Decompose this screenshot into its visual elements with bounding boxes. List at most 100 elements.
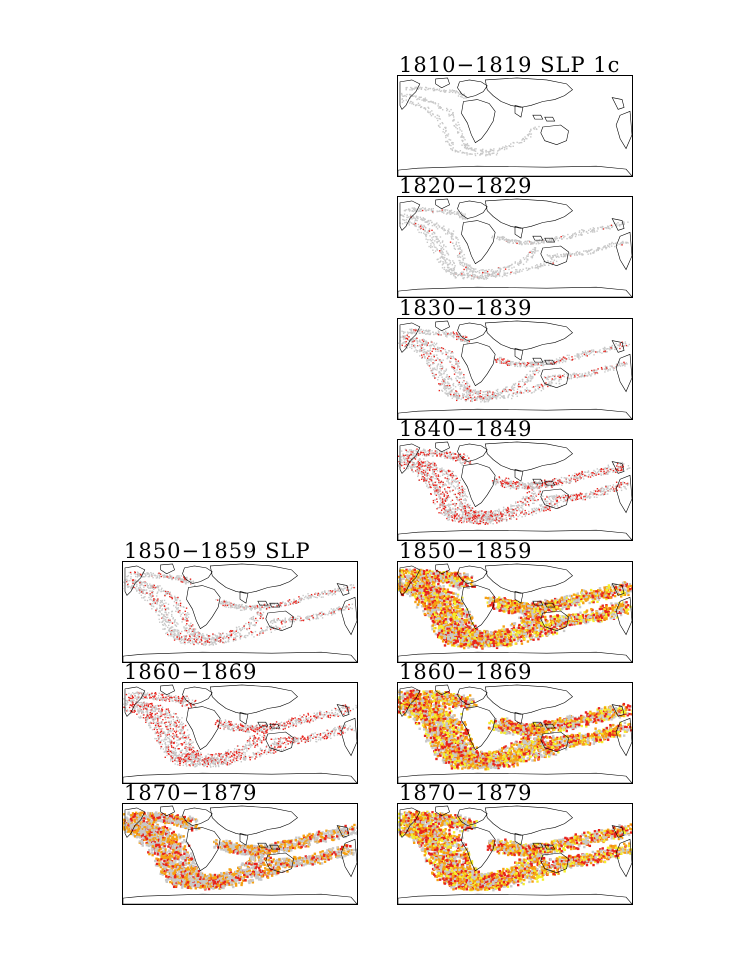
observation-dot bbox=[225, 753, 228, 756]
observation-dot bbox=[240, 604, 242, 606]
observation-dot bbox=[135, 585, 138, 588]
observation-dot bbox=[161, 728, 164, 730]
observation-dot bbox=[193, 763, 195, 766]
observation-dot bbox=[150, 824, 154, 828]
observation-dot bbox=[261, 750, 263, 752]
observation-dot bbox=[234, 607, 236, 609]
observation-dot bbox=[223, 726, 226, 728]
observation-dot bbox=[168, 628, 170, 631]
observation-dot bbox=[190, 625, 193, 627]
observation-dot bbox=[183, 580, 185, 582]
observation-dot bbox=[266, 626, 268, 628]
observation-dot bbox=[182, 764, 184, 767]
observation-dot bbox=[262, 611, 265, 614]
observation-dot bbox=[168, 746, 170, 748]
observation-dot bbox=[303, 737, 306, 739]
observation-dot bbox=[193, 628, 195, 630]
observation-dot bbox=[198, 635, 200, 637]
observation-dot bbox=[175, 697, 177, 699]
observation-dot bbox=[134, 710, 136, 712]
observation-dot bbox=[316, 713, 318, 715]
observation-dot bbox=[177, 699, 180, 702]
observation-dot bbox=[321, 592, 323, 594]
observation-dot bbox=[176, 856, 180, 859]
observation-dot bbox=[213, 757, 216, 760]
observation-dot bbox=[266, 606, 268, 609]
observation-dot bbox=[306, 718, 308, 720]
observation-dot bbox=[191, 762, 193, 764]
observation-dot bbox=[190, 749, 192, 751]
observation-dot bbox=[317, 594, 319, 596]
observation-dot bbox=[286, 738, 288, 740]
observation-dot bbox=[163, 575, 165, 577]
observation-dot bbox=[185, 579, 187, 582]
observation-dot bbox=[202, 643, 204, 646]
observation-dot bbox=[222, 602, 225, 604]
observation-dot bbox=[249, 743, 252, 746]
observation-dot bbox=[167, 614, 169, 616]
observation-dot bbox=[135, 588, 137, 590]
observation-dot bbox=[336, 734, 339, 736]
observation-dot bbox=[242, 605, 244, 608]
observation-dot bbox=[237, 866, 240, 869]
observation-dot bbox=[184, 610, 186, 612]
observation-dot bbox=[219, 753, 221, 756]
observation-dot bbox=[252, 616, 254, 618]
observation-dot bbox=[260, 609, 262, 611]
observation-dot bbox=[187, 707, 190, 709]
observation-dot bbox=[236, 752, 238, 755]
observation-dot bbox=[176, 739, 178, 741]
observation-dot bbox=[264, 735, 267, 737]
observation-dot bbox=[180, 856, 183, 859]
observation-dot bbox=[188, 641, 190, 643]
observation-dot bbox=[329, 714, 332, 716]
observation-dot bbox=[132, 701, 135, 703]
observation-dot bbox=[249, 726, 251, 729]
observation-dot bbox=[229, 632, 231, 634]
observation-dot bbox=[161, 706, 164, 708]
observation-dot bbox=[161, 621, 163, 624]
observation-dot bbox=[311, 615, 313, 617]
observation-dot bbox=[224, 637, 226, 639]
observation-dot bbox=[296, 737, 298, 740]
observation-dot bbox=[173, 639, 176, 641]
observation-dot bbox=[229, 635, 232, 638]
observation-dot bbox=[187, 756, 189, 758]
observation-dot bbox=[195, 754, 198, 756]
observation-dot bbox=[154, 692, 156, 695]
observation-dot bbox=[159, 610, 161, 612]
observation-dot bbox=[322, 716, 325, 718]
observation-dot bbox=[244, 752, 246, 754]
observation-dot bbox=[300, 617, 302, 619]
observation-dot bbox=[200, 638, 202, 640]
observation-dot bbox=[129, 571, 132, 574]
observation-dot bbox=[192, 876, 195, 879]
observation-dot bbox=[178, 743, 180, 745]
observation-dot bbox=[251, 727, 253, 729]
observation-dot bbox=[185, 583, 187, 585]
observation-dot bbox=[155, 826, 158, 829]
observation-dot bbox=[179, 834, 182, 838]
observation-dot bbox=[243, 748, 245, 750]
observation-dot bbox=[313, 617, 315, 620]
observation-dot bbox=[223, 874, 227, 877]
observation-dot bbox=[169, 834, 172, 838]
observation-dot bbox=[228, 725, 231, 727]
observation-dot bbox=[143, 701, 145, 703]
observation-dot bbox=[238, 866, 241, 869]
observation-dot bbox=[189, 755, 192, 757]
observation-dot bbox=[192, 765, 195, 767]
observation-dot bbox=[150, 717, 153, 719]
observation-dot bbox=[273, 752, 275, 754]
coastline bbox=[124, 686, 146, 717]
observation-dot bbox=[151, 584, 153, 587]
observation-dot bbox=[274, 737, 277, 740]
observation-dot bbox=[185, 755, 188, 758]
observation-dot bbox=[186, 612, 189, 614]
observation-dot bbox=[190, 581, 193, 583]
observation-dot bbox=[286, 721, 288, 723]
observation-dot bbox=[164, 746, 167, 749]
observation-dot bbox=[191, 761, 193, 763]
observation-dot bbox=[179, 764, 181, 766]
observation-dot bbox=[178, 757, 180, 759]
